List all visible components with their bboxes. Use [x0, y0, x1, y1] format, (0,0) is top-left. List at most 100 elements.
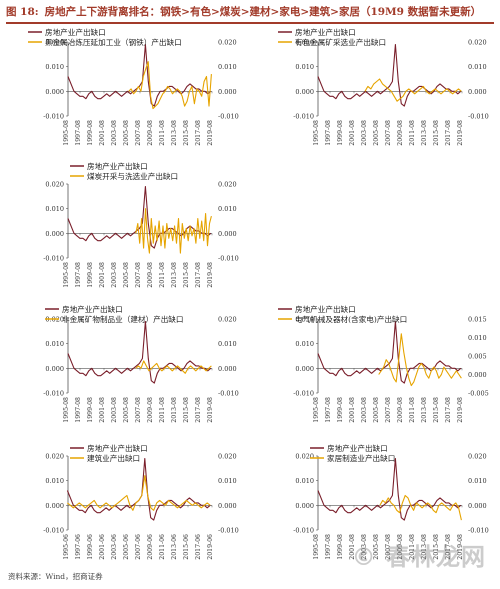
chart-building-materials: 0.0200.0100.000-0.0100.0200.0100.000-0.0…	[43, 304, 239, 423]
x-axis-tick-label: 2001-08	[99, 397, 106, 423]
left-axis-tick-label: 0.010	[45, 340, 64, 348]
x-axis-tick-label: 2013-08	[171, 262, 178, 288]
right-axis-tick-label: 0.010	[468, 63, 487, 71]
x-axis-tick-label: 2007-08	[385, 120, 392, 146]
left-axis-tick-label: 0.010	[295, 340, 314, 348]
legend-label: 建筑业产出缺口	[87, 453, 140, 463]
legend-label: 有色金属矿采选业产出缺口	[295, 37, 386, 47]
x-axis-tick-label: 2005-08	[123, 262, 130, 288]
x-axis-tick-label: 2001-08	[349, 534, 356, 560]
chart-appliances: 0.020 0.010 0.000 -0.010 0.015 0.010 0.005 0.00…	[278, 304, 489, 423]
x-axis-tick-label: 2007-08	[385, 534, 392, 560]
left-axis-tick-label: -0.010	[43, 390, 64, 398]
figure-title-text: 房地产上下游背离排名：钢铁>有色>煤炭>建材>家电>建筑>家居（19M9 数据暂…	[44, 6, 482, 18]
x-axis-tick-label: 2019-06	[207, 534, 214, 560]
legend-label: 房地产业产出缺口	[87, 443, 148, 453]
left-axis-tick-label: -0.010	[43, 113, 64, 121]
x-axis-tick-label: 2011-08	[409, 120, 416, 146]
x-axis-tick-label: 2011-08	[409, 397, 416, 423]
x-axis-tick-label: 2015-08	[183, 120, 190, 146]
left-axis-tick-label: 0.020	[45, 453, 64, 461]
x-axis-tick-label: 2019-08	[207, 120, 214, 146]
x-axis-tick-label: 2005-08	[373, 534, 380, 560]
legend-label: 房地产业产出缺口	[87, 161, 148, 171]
left-axis-tick-label: -0.010	[293, 113, 314, 121]
left-axis-tick-label: 0.000	[45, 88, 64, 96]
right-axis-tick-label: 0.000	[218, 230, 237, 238]
series-line-realestate	[67, 185, 212, 249]
left-axis-tick-label: 0.020	[295, 453, 314, 461]
x-axis-tick-label: 2005-08	[373, 120, 380, 146]
right-axis-tick-label: 0.000	[468, 502, 487, 510]
legend-label: 家居制造业产出缺口	[327, 453, 395, 463]
chart-steel: 0.020 0.010 0.000 -0.010 0.020 0.010 0.000 -0.0…	[28, 27, 239, 146]
legend-label: 房地产业产出缺口	[295, 304, 356, 314]
x-axis-tick-label: 2013-08	[421, 397, 428, 423]
right-axis-tick-label: -0.010	[468, 527, 489, 535]
x-axis-tick-label: 2015-08	[433, 534, 440, 560]
left-axis-tick-label: -0.010	[43, 255, 64, 263]
left-axis-tick-label: -0.010	[293, 390, 314, 398]
left-axis-tick-label: 0.000	[295, 365, 314, 373]
left-axis-tick-label: 0.010	[45, 477, 64, 485]
x-axis-tick-label: 2003-08	[111, 397, 118, 423]
figure-label: 图 18:	[6, 6, 39, 18]
x-axis-tick-label: 2017-08	[195, 120, 202, 146]
x-axis-tick-label: 2013-08	[171, 120, 178, 146]
right-axis-tick-label: -0.010	[468, 113, 489, 121]
right-axis-tick-label: -0.010	[218, 527, 239, 535]
x-axis-tick-label: 1997-08	[75, 262, 82, 288]
x-axis-tick-label: 2017-08	[445, 120, 452, 146]
x-axis-tick-label: 2011-08	[409, 534, 416, 560]
series-line-realestate	[67, 320, 212, 384]
right-axis-tick-label: 0.020	[468, 453, 487, 461]
left-axis-tick-label: 0.010	[295, 477, 314, 485]
right-axis-tick-label: 0.000	[468, 88, 487, 96]
left-axis-tick-label: 0.010	[45, 63, 64, 71]
x-axis-tick-label: 1995-08	[63, 397, 70, 423]
right-axis-tick-label: 0.010	[218, 205, 237, 213]
series-line-realestate	[66, 457, 211, 521]
x-axis-tick-label: 1995-08	[63, 262, 70, 288]
chart-home-furnishing: 0.020 0.010 0.000 -0.010 0.020 0.010 0.000 -0.0…	[293, 443, 489, 560]
legend-label: 黑金属冶炼压延加工业（钢铁）产出缺口	[45, 37, 182, 47]
x-axis-tick-label: 2011-06	[159, 534, 166, 560]
x-axis-tick-label: 1999-08	[337, 120, 344, 146]
x-axis-tick-label: 2003-08	[361, 534, 368, 560]
series-line-industry	[135, 208, 212, 254]
x-axis-tick-label: 2015-08	[183, 397, 190, 423]
x-axis-tick-label: 2005-08	[123, 397, 130, 423]
right-axis-tick-label: 0.015	[468, 316, 487, 324]
x-axis-tick-label: 2011-08	[159, 262, 166, 288]
left-axis-tick-label: 0.020	[295, 316, 314, 324]
left-axis-tick-label: -0.010	[293, 527, 314, 535]
x-axis-tick-label: 1995-08	[313, 120, 320, 146]
source-note: 资料来源：Wind，招商证券	[8, 572, 103, 581]
x-axis-tick-label: 2003-08	[361, 397, 368, 423]
x-axis-tick-label: 1999-08	[87, 397, 94, 423]
legend-label: 电气机械及器材(含家电)产出缺口	[295, 314, 407, 324]
left-axis-tick-label: 0.020	[295, 39, 314, 47]
series-line-industry	[67, 475, 211, 511]
series-line-realestate	[317, 457, 462, 521]
left-axis-tick-label: 0.010	[295, 63, 314, 71]
x-axis-tick-label: 1999-08	[337, 534, 344, 560]
x-axis-tick-label: 2005-08	[373, 397, 380, 423]
x-axis-tick-label: 2009-08	[147, 120, 154, 146]
title-rule	[6, 22, 494, 24]
right-axis-tick-label: 0.020	[218, 453, 237, 461]
right-axis-tick-label: 0.000	[468, 371, 487, 379]
series-line-realestate	[317, 320, 462, 384]
x-axis-tick-label: 2015-08	[183, 262, 190, 288]
x-axis-tick-label: 2013-08	[421, 120, 428, 146]
x-axis-tick-label: 2005-08	[123, 120, 130, 146]
x-axis-tick-label: 1999-08	[337, 397, 344, 423]
x-axis-tick-label: 2007-08	[135, 262, 142, 288]
x-axis-tick-label: 2009-08	[147, 262, 154, 288]
right-axis-tick-label: 0.005	[468, 353, 487, 361]
legend-label: 煤炭开采与洗选业产出缺口	[87, 171, 178, 181]
x-axis-tick-label: 1995-08	[313, 397, 320, 423]
right-axis-tick-label: -0.010	[218, 255, 239, 263]
right-axis-tick-label: 0.000	[218, 365, 237, 373]
x-axis-tick-label: 2003-08	[111, 120, 118, 146]
